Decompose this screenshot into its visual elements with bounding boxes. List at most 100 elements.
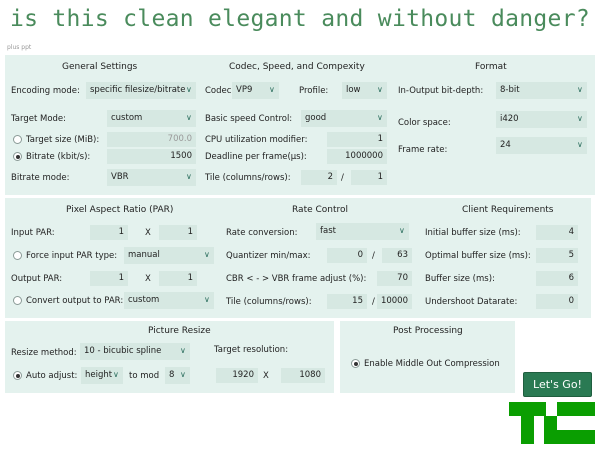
- bit-depth-value: 8-bit: [500, 85, 520, 95]
- target-size-input[interactable]: 700.0: [107, 132, 196, 147]
- codec-label: Codec:: [205, 86, 235, 96]
- post-processing-panel: Post Processing Enable Middle Out Compre…: [340, 321, 515, 393]
- resize-method-value: 10 - bicubic spline: [84, 346, 162, 356]
- encoding-mode-select[interactable]: specific filesize/bitrate ∨: [86, 82, 196, 99]
- auto-adjust-label: Auto adjust:: [26, 371, 78, 381]
- input-par-b-input[interactable]: 1: [159, 225, 197, 240]
- target-width-input[interactable]: 1920: [216, 368, 258, 383]
- rate-conversion-select[interactable]: fast ∨: [316, 223, 409, 240]
- force-par-select[interactable]: manual ∨: [124, 247, 214, 264]
- speed-control-select[interactable]: good ∨: [301, 110, 387, 127]
- deadline-input[interactable]: 1000000: [327, 149, 387, 164]
- resize-method-select[interactable]: 10 - bicubic spline ∨: [80, 343, 190, 360]
- frame-rate-label: Frame rate:: [398, 145, 448, 155]
- target-mode-value: custom: [111, 113, 143, 123]
- mod-value: 8: [169, 370, 175, 380]
- target-height-input[interactable]: 1080: [281, 368, 325, 383]
- quantizer-separator: /: [372, 251, 375, 261]
- force-par-label: Force input PAR type:: [26, 251, 118, 261]
- output-par-a-input[interactable]: 1: [90, 271, 128, 286]
- auto-adjust-value: height: [85, 370, 113, 380]
- input-par-a-input[interactable]: 1: [90, 225, 128, 240]
- chevron-down-icon: ∨: [113, 370, 119, 379]
- initial-buffer-input[interactable]: 4: [536, 225, 578, 240]
- format-header: Format: [475, 62, 507, 72]
- resize-method-label: Resize method:: [11, 348, 77, 358]
- par-header: Pixel Aspect Ratio (PAR): [66, 205, 174, 215]
- mod-select[interactable]: 8 ∨: [165, 367, 190, 384]
- chevron-down-icon: ∨: [180, 346, 186, 355]
- speed-control-value: good: [305, 113, 327, 123]
- frame-rate-value: 24: [500, 140, 511, 150]
- quantizer-label: Quantizer min/max:: [226, 251, 311, 261]
- force-par-radio[interactable]: [13, 251, 22, 260]
- convert-par-label: Convert output to PAR:: [26, 296, 124, 306]
- color-space-label: Color space:: [398, 118, 451, 128]
- speed-control-label: Basic speed Control:: [205, 114, 293, 124]
- encoding-mode-label: Encoding mode:: [11, 86, 80, 96]
- bit-depth-select[interactable]: 8-bit ∨: [496, 82, 587, 99]
- chevron-down-icon: ∨: [186, 85, 192, 94]
- rate-conversion-label: Rate conversion:: [226, 228, 298, 238]
- settings-panel-middle: Pixel Aspect Ratio (PAR) Input PAR: 1 X …: [5, 198, 591, 318]
- rate-tile-rows-input[interactable]: 10000: [377, 294, 412, 309]
- output-par-x: X: [145, 274, 151, 284]
- initial-buffer-label: Initial buffer size (ms):: [425, 228, 521, 238]
- lets-go-button[interactable]: Let's Go!: [523, 372, 592, 397]
- chevron-down-icon: ∨: [577, 114, 583, 123]
- techcrunch-logo: [509, 402, 595, 444]
- chevron-down-icon: ∨: [186, 113, 192, 122]
- to-mod-label: to mod: [129, 371, 160, 381]
- input-par-x: X: [145, 228, 151, 238]
- chevron-down-icon: ∨: [269, 85, 275, 94]
- chevron-down-icon: ∨: [399, 226, 405, 235]
- picture-resize-panel: Picture Resize Resize method: 10 - bicub…: [5, 321, 334, 393]
- codec-select[interactable]: VP9 ∨: [232, 82, 279, 99]
- frame-rate-select[interactable]: 24 ∨: [496, 137, 587, 154]
- post-processing-header: Post Processing: [393, 326, 463, 336]
- target-mode-select[interactable]: custom ∨: [107, 110, 196, 127]
- target-size-radio[interactable]: [13, 135, 22, 144]
- codec-tile-cols-input[interactable]: 2: [301, 170, 337, 185]
- bitrate-label: Bitrate (kbit/s):: [26, 152, 91, 162]
- cpu-modifier-input[interactable]: 1: [327, 132, 387, 147]
- chevron-down-icon: ∨: [377, 85, 383, 94]
- output-par-b-input[interactable]: 1: [159, 271, 197, 286]
- quantizer-min-input[interactable]: 0: [327, 248, 367, 263]
- cpu-modifier-label: CPU utilization modifier:: [205, 135, 308, 145]
- bitrate-radio[interactable]: [13, 152, 22, 161]
- middle-out-label: Enable Middle Out Compression: [364, 359, 500, 369]
- middle-out-radio[interactable]: [351, 359, 360, 368]
- optimal-buffer-input[interactable]: 5: [536, 248, 578, 263]
- bit-depth-label: In-Output bit-depth:: [398, 86, 484, 96]
- bitrate-mode-select[interactable]: VBR ∨: [107, 169, 196, 186]
- codec-tile-separator: /: [341, 173, 344, 183]
- chevron-down-icon: ∨: [180, 370, 186, 379]
- resolution-x: X: [263, 371, 269, 381]
- general-settings-header: General Settings: [62, 62, 138, 72]
- chevron-down-icon: ∨: [204, 295, 210, 304]
- settings-panel-top: General Settings Encoding mode: specific…: [5, 55, 595, 195]
- chevron-down-icon: ∨: [204, 250, 210, 259]
- undershoot-input[interactable]: 0: [536, 294, 578, 309]
- bitrate-mode-value: VBR: [111, 172, 129, 182]
- convert-par-radio[interactable]: [13, 296, 22, 305]
- rate-control-header: Rate Control: [292, 205, 349, 215]
- codec-value: VP9: [236, 85, 253, 95]
- rate-tile-cols-input[interactable]: 15: [327, 294, 367, 309]
- buffer-size-input[interactable]: 6: [536, 271, 578, 286]
- cbr-vbr-input[interactable]: 70: [377, 271, 412, 286]
- target-resolution-label: Target resolution:: [214, 345, 289, 355]
- codec-tile-rows-input[interactable]: 1: [351, 170, 387, 185]
- picture-resize-header: Picture Resize: [148, 326, 211, 336]
- optimal-buffer-label: Optimal buffer size (ms):: [425, 251, 531, 261]
- convert-par-select[interactable]: custom ∨: [124, 292, 214, 309]
- codec-tile-label: Tile (columns/rows):: [205, 173, 291, 183]
- auto-adjust-radio[interactable]: [13, 371, 22, 380]
- profile-value: low: [346, 85, 361, 95]
- bitrate-input[interactable]: 1500: [107, 149, 196, 164]
- color-space-select[interactable]: i420 ∨: [496, 111, 587, 128]
- profile-select[interactable]: low ∨: [342, 82, 387, 99]
- quantizer-max-input[interactable]: 63: [382, 248, 412, 263]
- auto-adjust-select[interactable]: height ∨: [81, 367, 123, 384]
